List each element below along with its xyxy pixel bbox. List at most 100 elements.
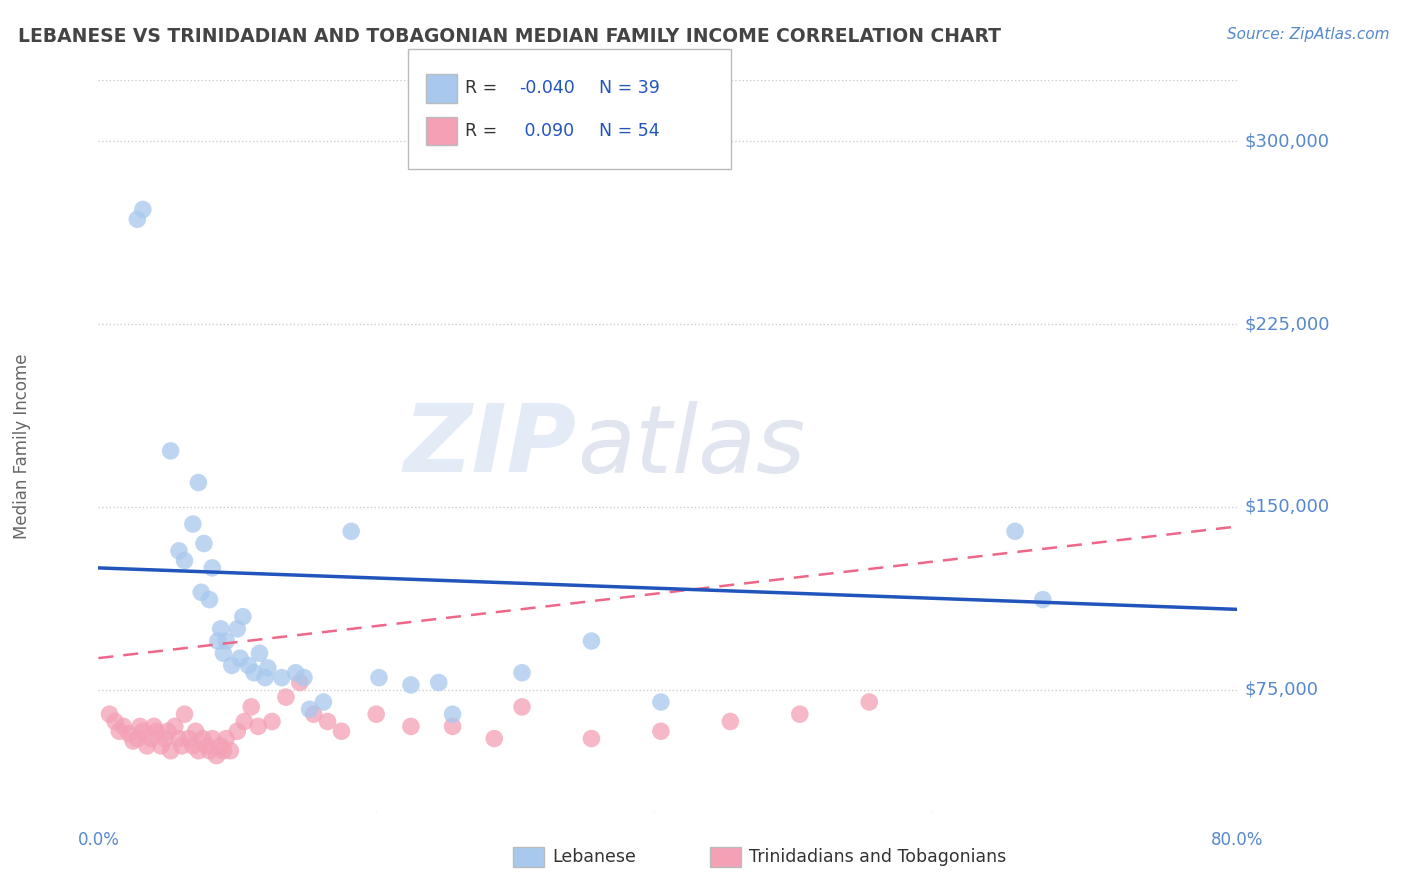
- Point: [581, 634, 603, 648]
- Point: [510, 699, 533, 714]
- Point: [292, 671, 315, 685]
- Point: [1032, 592, 1054, 607]
- Text: N = 54: N = 54: [599, 122, 659, 140]
- Point: [441, 707, 464, 722]
- Point: [153, 731, 176, 746]
- Point: [205, 748, 228, 763]
- Text: 0.090: 0.090: [519, 122, 574, 140]
- Point: [238, 658, 260, 673]
- Point: [1004, 524, 1026, 539]
- Point: [104, 714, 127, 729]
- Point: [127, 212, 149, 227]
- Point: [149, 739, 172, 753]
- Point: [581, 731, 603, 746]
- Point: [215, 634, 238, 648]
- Point: [159, 443, 181, 458]
- Point: [233, 714, 256, 729]
- Point: [112, 719, 135, 733]
- Point: [484, 731, 506, 746]
- Point: [163, 719, 186, 733]
- Point: [159, 744, 181, 758]
- Point: [240, 699, 263, 714]
- Point: [193, 536, 215, 550]
- Text: Source: ZipAtlas.com: Source: ZipAtlas.com: [1226, 27, 1389, 42]
- Text: 0.0%: 0.0%: [77, 831, 120, 849]
- Point: [187, 475, 209, 490]
- Point: [209, 622, 232, 636]
- Point: [129, 719, 152, 733]
- Point: [212, 646, 235, 660]
- Point: [229, 651, 252, 665]
- Point: [177, 731, 200, 746]
- Point: [187, 744, 209, 758]
- Point: [650, 724, 672, 739]
- Point: [143, 719, 166, 733]
- Point: [226, 622, 249, 636]
- Point: [167, 731, 190, 746]
- Point: [316, 714, 339, 729]
- Text: $300,000: $300,000: [1244, 132, 1329, 150]
- Point: [399, 678, 422, 692]
- Point: [198, 744, 221, 758]
- Text: ZIP: ZIP: [404, 400, 576, 492]
- Text: Median Family Income: Median Family Income: [13, 353, 31, 539]
- Point: [226, 724, 249, 739]
- Point: [201, 561, 224, 575]
- Text: R =: R =: [465, 122, 498, 140]
- Point: [209, 739, 232, 753]
- Text: Lebanese: Lebanese: [553, 848, 637, 866]
- Point: [247, 719, 270, 733]
- Point: [212, 744, 235, 758]
- Point: [122, 734, 145, 748]
- Point: [312, 695, 335, 709]
- Point: [427, 675, 450, 690]
- Point: [288, 675, 311, 690]
- Point: [184, 724, 207, 739]
- Point: [127, 731, 149, 746]
- Text: N = 39: N = 39: [599, 79, 659, 97]
- Point: [173, 553, 195, 567]
- Point: [181, 739, 204, 753]
- Point: [170, 739, 193, 753]
- Point: [195, 739, 218, 753]
- Text: LEBANESE VS TRINIDADIAN AND TOBAGONIAN MEDIAN FAMILY INCOME CORRELATION CHART: LEBANESE VS TRINIDADIAN AND TOBAGONIAN M…: [18, 27, 1001, 45]
- Point: [132, 202, 155, 217]
- Point: [219, 744, 242, 758]
- Point: [274, 690, 297, 705]
- Point: [173, 707, 195, 722]
- Point: [190, 585, 212, 599]
- Text: $150,000: $150,000: [1244, 498, 1329, 516]
- Point: [366, 707, 388, 722]
- Point: [118, 727, 141, 741]
- Text: $225,000: $225,000: [1244, 315, 1330, 333]
- Point: [858, 695, 880, 709]
- Point: [254, 671, 277, 685]
- Point: [136, 739, 159, 753]
- Text: $75,000: $75,000: [1244, 681, 1319, 698]
- Point: [243, 665, 266, 680]
- Point: [108, 724, 131, 739]
- Point: [98, 707, 121, 722]
- Point: [298, 702, 321, 716]
- Point: [181, 516, 204, 531]
- Point: [249, 646, 271, 660]
- Point: [145, 724, 167, 739]
- Point: [399, 719, 422, 733]
- Point: [789, 707, 811, 722]
- Point: [302, 707, 325, 722]
- Point: [198, 592, 221, 607]
- Point: [441, 719, 464, 733]
- Text: Trinidadians and Tobagonians: Trinidadians and Tobagonians: [749, 848, 1007, 866]
- Point: [215, 731, 238, 746]
- Point: [167, 544, 190, 558]
- Point: [284, 665, 307, 680]
- Point: [718, 714, 741, 729]
- Text: -0.040: -0.040: [519, 79, 575, 97]
- Point: [232, 609, 254, 624]
- Point: [368, 671, 391, 685]
- Point: [201, 731, 224, 746]
- Point: [207, 634, 229, 648]
- Point: [132, 724, 155, 739]
- Text: R =: R =: [465, 79, 498, 97]
- Point: [330, 724, 353, 739]
